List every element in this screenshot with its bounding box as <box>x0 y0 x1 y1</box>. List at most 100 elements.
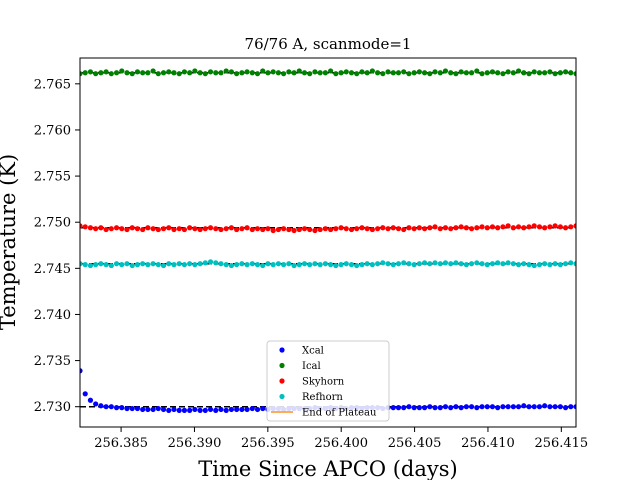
data-point-xcal <box>500 404 506 410</box>
data-point-ical <box>333 71 339 77</box>
data-point-xcal <box>489 404 496 410</box>
data-point-ical <box>218 70 224 76</box>
data-point-skyhorn <box>113 225 120 231</box>
data-point-skyhorn <box>427 225 433 231</box>
data-point-skyhorn <box>489 224 496 230</box>
data-point-refhorn <box>416 261 422 267</box>
data-point-ical <box>93 71 99 77</box>
data-point-refhorn <box>411 262 417 268</box>
data-point-skyhorn <box>103 226 109 233</box>
data-point-skyhorn <box>333 226 339 232</box>
data-point-refhorn <box>562 261 569 267</box>
data-point-refhorn <box>160 262 167 269</box>
data-point-ical <box>526 71 532 77</box>
data-point-ical <box>103 69 109 75</box>
data-point-ical <box>505 69 511 75</box>
data-point-refhorn <box>390 262 396 268</box>
data-point-xcal <box>573 404 576 410</box>
data-point-xcal <box>218 406 224 413</box>
data-point-refhorn <box>270 262 276 268</box>
legend-marker <box>279 347 285 353</box>
data-point-ical <box>166 69 172 75</box>
data-point-ical <box>254 71 261 77</box>
data-point-refhorn <box>207 259 214 265</box>
y-tick-label: 2.730 <box>34 400 71 415</box>
x-tick-label: 256.410 <box>461 436 515 451</box>
data-point-skyhorn <box>385 226 391 232</box>
data-point-skyhorn <box>322 226 328 232</box>
data-point-ical <box>343 69 349 75</box>
data-point-xcal <box>479 404 485 410</box>
data-point-skyhorn <box>275 226 281 233</box>
data-point-refhorn <box>281 262 287 268</box>
x-tick-label: 256.385 <box>94 436 148 451</box>
data-point-skyhorn <box>176 226 182 232</box>
data-point-refhorn <box>223 262 229 268</box>
data-point-ical <box>416 69 422 75</box>
data-point-skyhorn <box>505 223 511 229</box>
data-point-ical <box>369 68 375 74</box>
data-point-ical <box>484 70 490 76</box>
data-point-xcal <box>495 405 501 411</box>
data-point-xcal <box>171 406 177 413</box>
data-point-ical <box>547 69 553 75</box>
data-point-skyhorn <box>197 226 203 233</box>
data-point-refhorn <box>307 262 313 268</box>
data-point-skyhorn <box>328 226 334 233</box>
x-axis-label: Time Since APCO (days) <box>198 457 457 480</box>
data-point-skyhorn <box>202 226 208 232</box>
data-point-skyhorn <box>124 226 130 233</box>
data-point-ical <box>432 69 438 75</box>
data-point-refhorn <box>521 261 527 267</box>
data-point-xcal <box>411 405 417 411</box>
data-point-skyhorn <box>542 225 548 231</box>
plot-frame <box>79 57 577 428</box>
data-point-refhorn <box>510 261 516 267</box>
data-point-ical <box>463 70 469 76</box>
data-point-refhorn <box>536 262 543 268</box>
data-point-ical <box>401 69 407 75</box>
data-point-skyhorn <box>421 226 428 232</box>
data-point-skyhorn <box>140 226 146 233</box>
data-point-ical <box>260 68 266 74</box>
data-point-skyhorn <box>369 226 375 233</box>
data-point-refhorn <box>140 261 146 267</box>
data-point-skyhorn <box>171 226 177 233</box>
data-point-refhorn <box>432 260 438 266</box>
data-point-ical <box>307 71 313 77</box>
data-point-ical <box>375 70 381 76</box>
data-point-ical <box>160 70 167 76</box>
data-point-ical <box>359 69 365 75</box>
x-tick-label: 256.395 <box>241 436 295 451</box>
data-point-skyhorn <box>531 223 537 229</box>
data-point-skyhorn <box>521 225 527 231</box>
data-point-xcal <box>207 406 214 413</box>
data-point-ical <box>427 71 433 77</box>
data-point-skyhorn <box>93 226 99 232</box>
y-tick-label: 2.755 <box>34 170 71 185</box>
legend-marker <box>279 378 285 384</box>
data-point-xcal <box>552 404 558 410</box>
data-point-xcal <box>416 405 422 411</box>
data-point-xcal <box>197 407 203 413</box>
data-point-refhorn <box>234 262 240 268</box>
data-point-refhorn <box>427 261 433 267</box>
data-point-ical <box>270 69 276 75</box>
data-point-skyhorn <box>291 227 297 234</box>
data-point-xcal <box>474 405 480 411</box>
data-point-ical <box>213 70 219 76</box>
data-point-ical <box>275 70 281 76</box>
data-point-refhorn <box>322 261 328 267</box>
data-point-ical <box>338 70 344 76</box>
legend-marker <box>279 362 285 369</box>
y-tick-label: 2.745 <box>34 262 71 277</box>
data-point-skyhorn <box>213 226 219 232</box>
data-point-ical <box>192 68 198 74</box>
data-point-ical <box>406 71 412 77</box>
data-point-refhorn <box>468 261 475 267</box>
data-point-ical <box>312 69 318 75</box>
data-point-skyhorn <box>380 225 386 231</box>
data-point-refhorn <box>249 261 255 267</box>
data-point-skyhorn <box>552 223 558 229</box>
data-point-skyhorn <box>108 226 114 232</box>
